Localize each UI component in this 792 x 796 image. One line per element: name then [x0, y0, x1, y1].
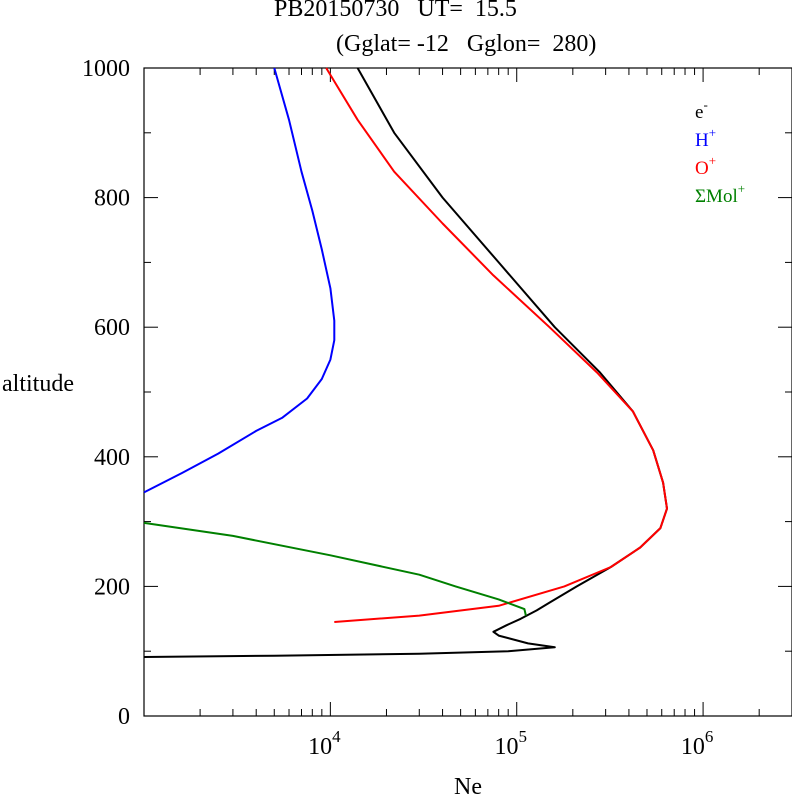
chart-title-line1: PB20150730 UT= 15.5: [274, 0, 517, 22]
y-tick-label: 800: [94, 186, 130, 212]
series-line-summol: [143, 521, 527, 616]
legend-entry: ΣMol+: [695, 181, 745, 207]
series-line-h: [143, 67, 336, 494]
x-tick-label: 106: [681, 727, 714, 760]
series-layer: [143, 67, 668, 658]
chart-title-line2: (Gglat= -12 Gglon= 280): [336, 31, 597, 57]
legend-entry: O+: [695, 153, 716, 179]
series-line-e: [143, 67, 668, 658]
y-tick-label: 600: [94, 315, 130, 341]
x-tick-labels: 104 105 106: [308, 727, 713, 760]
y-tick-labels: 0 200 400 600 800 1000: [82, 56, 130, 730]
y-tick-label: 400: [94, 445, 130, 471]
series-line-o: [325, 67, 668, 623]
legend-entry: H+: [695, 125, 716, 151]
legend: e-H+O+ΣMol+: [695, 97, 745, 207]
y-tick-label: 1000: [82, 56, 130, 82]
legend-entry: e-: [695, 97, 708, 123]
y-tick-label: 0: [118, 704, 130, 730]
x-tick-label: 105: [494, 727, 527, 760]
x-axis-label: Ne: [454, 774, 482, 796]
y-tick-label: 200: [94, 574, 130, 600]
y-axis-label: altitude: [2, 371, 74, 397]
axis-ticks: [144, 67, 792, 717]
x-tick-label: 104: [308, 727, 341, 760]
